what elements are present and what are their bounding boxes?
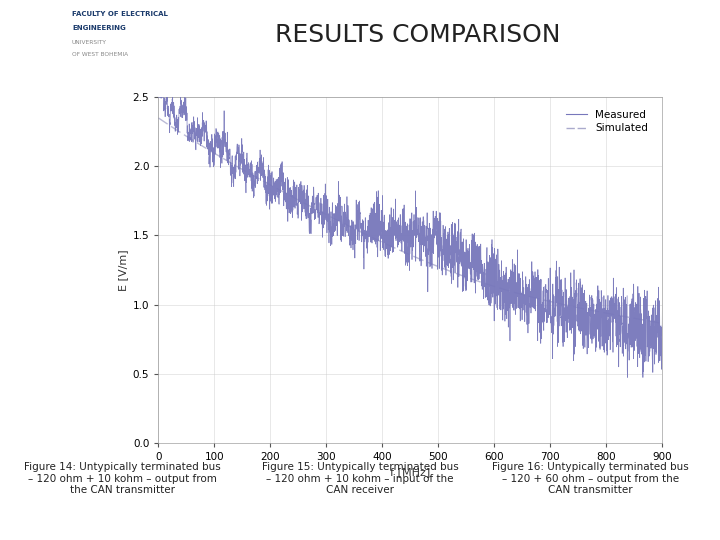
Legend: Measured, Simulated: Measured, Simulated xyxy=(562,106,652,137)
Text: ENGINEERING: ENGINEERING xyxy=(72,25,126,31)
Text: RESULTS COMPARISON: RESULTS COMPARISON xyxy=(275,23,560,47)
X-axis label: f [MHz]: f [MHz] xyxy=(390,468,431,477)
Text: Figure 14: Untypically terminated bus
– 120 ohm + 10 kohm – output from
the CAN : Figure 14: Untypically terminated bus – … xyxy=(24,462,221,495)
Text: OF WEST BOHEMIA: OF WEST BOHEMIA xyxy=(72,52,128,57)
Text: FACULTY OF ELECTRICAL: FACULTY OF ELECTRICAL xyxy=(72,11,168,17)
Text: UNIVERSITY: UNIVERSITY xyxy=(72,39,107,45)
Text: Figure 15: Untypically terminated bus
– 120 ohm + 10 kohm – input of the
CAN rec: Figure 15: Untypically terminated bus – … xyxy=(261,462,459,495)
Y-axis label: E [V/m]: E [V/m] xyxy=(119,249,129,291)
Text: Figure 16: Untypically terminated bus
– 120 + 60 ohm – output from the
CAN trans: Figure 16: Untypically terminated bus – … xyxy=(492,462,689,495)
